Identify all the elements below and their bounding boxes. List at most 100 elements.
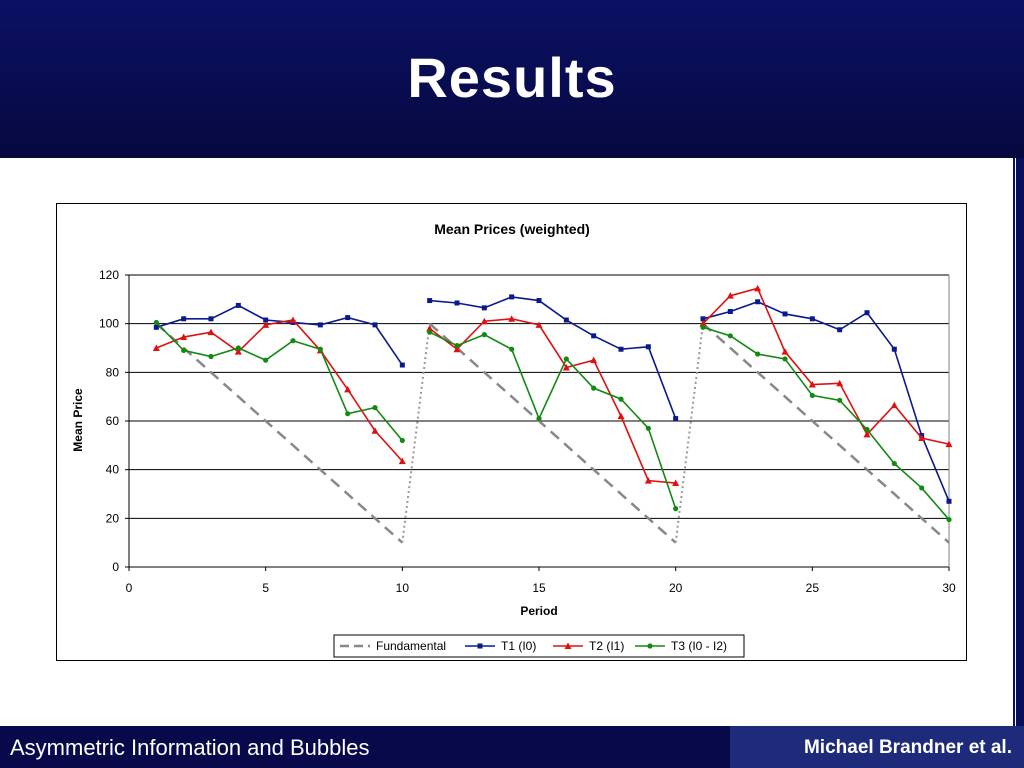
t1-point (427, 298, 433, 304)
t3-point (345, 411, 351, 417)
chart-frame (56, 203, 967, 661)
legend-swatch-marker (477, 643, 483, 649)
t2-line (702, 287, 950, 445)
t2-point (672, 479, 680, 487)
t3-point (427, 329, 433, 335)
legend-label: Fundamental (376, 639, 446, 653)
t1-point (509, 294, 515, 300)
t1-point (454, 300, 460, 306)
t1-point (864, 310, 870, 316)
fundamental-line (155, 322, 404, 544)
chart-title: Mean Prices (weighted) (434, 221, 590, 237)
y-tick-label: 100 (99, 317, 119, 331)
t1-line (702, 300, 950, 502)
t1-point (645, 344, 651, 350)
t1-point (837, 327, 843, 333)
t1-point (618, 346, 624, 352)
t3-point (591, 385, 597, 391)
x-tick-label: 15 (532, 581, 546, 595)
t3-line (702, 326, 950, 521)
footer-right-band: Michael Brandner et al. (730, 726, 1024, 768)
x-tick-label: 30 (942, 581, 956, 595)
t3-line (429, 331, 677, 509)
t1-point (809, 316, 815, 322)
t3-point (891, 460, 897, 467)
t2-point (808, 381, 816, 388)
t3-point (208, 353, 214, 360)
y-tick-label: 20 (106, 511, 120, 525)
t2-point (836, 379, 844, 387)
t1-point (208, 316, 214, 322)
legend-label: T2 (I1) (589, 639, 624, 653)
t3-point (946, 516, 952, 523)
t3-point (727, 333, 733, 339)
t2-point (344, 385, 352, 393)
y-tick-label: 120 (99, 268, 119, 282)
legend-label: T1 (I0) (501, 639, 536, 653)
t2-point (426, 325, 434, 332)
chart-legend: Fundamental T1 (I0) T2 (I1) T3 (I0 - I2) (333, 634, 745, 658)
line-chart: Mean Prices (weighted) Period Mean Price… (71, 221, 956, 658)
t2-point (590, 356, 598, 364)
t2-point (699, 320, 707, 327)
t3-point (372, 405, 378, 411)
t1-point (946, 498, 952, 504)
t3-point (509, 346, 515, 352)
slide-title: Results (407, 46, 617, 109)
t3-point (536, 415, 542, 422)
fundamental-jump (401, 323, 431, 543)
t2-point (207, 328, 215, 336)
t2-point (371, 427, 379, 434)
footer-presentation-title: Asymmetric Information and Bubbles (10, 735, 370, 760)
footer-author: Michael Brandner et al. (803, 737, 1012, 758)
t2-point (644, 477, 652, 484)
t2-point (453, 345, 461, 353)
t3-point (919, 485, 925, 491)
t1-point (782, 311, 788, 317)
t1-point (153, 324, 159, 330)
t1-point (399, 362, 405, 368)
x-tick-label: 25 (806, 581, 820, 595)
fundamental-jump (674, 323, 704, 543)
t3-point (454, 342, 460, 349)
x-axis-label: Period (520, 604, 557, 618)
t2-point (508, 315, 516, 322)
t3-point (235, 345, 241, 351)
t1-point (372, 322, 378, 328)
t3-point (399, 437, 405, 444)
t2-point (918, 434, 926, 442)
t2-point (398, 457, 406, 465)
t2-point (152, 344, 160, 351)
t2-point (726, 292, 734, 299)
t1-point (700, 316, 706, 322)
t1-point (563, 317, 569, 323)
t2-point (180, 333, 188, 341)
t2-line (429, 317, 676, 484)
right-edge-bar (1013, 158, 1024, 726)
t1-point (181, 316, 187, 322)
t3-point (290, 338, 296, 344)
fundamental-line (702, 322, 950, 544)
y-tick-label: 60 (106, 414, 120, 428)
t3-point (481, 332, 487, 338)
legend-box (333, 634, 745, 658)
x-tick-label: 20 (669, 581, 683, 595)
slide-header: Results (0, 0, 1024, 158)
t1-point (317, 322, 323, 328)
t3-point (755, 351, 761, 357)
x-tick-label: 5 (262, 581, 269, 595)
t3-point (782, 356, 788, 362)
t3-point (317, 346, 323, 352)
y-axis-label: Mean Price (71, 388, 85, 452)
t2-point (234, 348, 242, 355)
t1-line (156, 304, 403, 366)
t1-point (345, 315, 351, 321)
t3-point (263, 357, 269, 363)
y-tick-label: 80 (106, 365, 120, 379)
legend-swatch-marker (647, 643, 653, 649)
y-tick-label: 0 (112, 560, 119, 574)
x-tick-label: 0 (126, 581, 133, 595)
t1-line (429, 296, 677, 419)
footer-left-band: Asymmetric Information and Bubbles (0, 726, 730, 768)
t2-point (535, 321, 543, 328)
